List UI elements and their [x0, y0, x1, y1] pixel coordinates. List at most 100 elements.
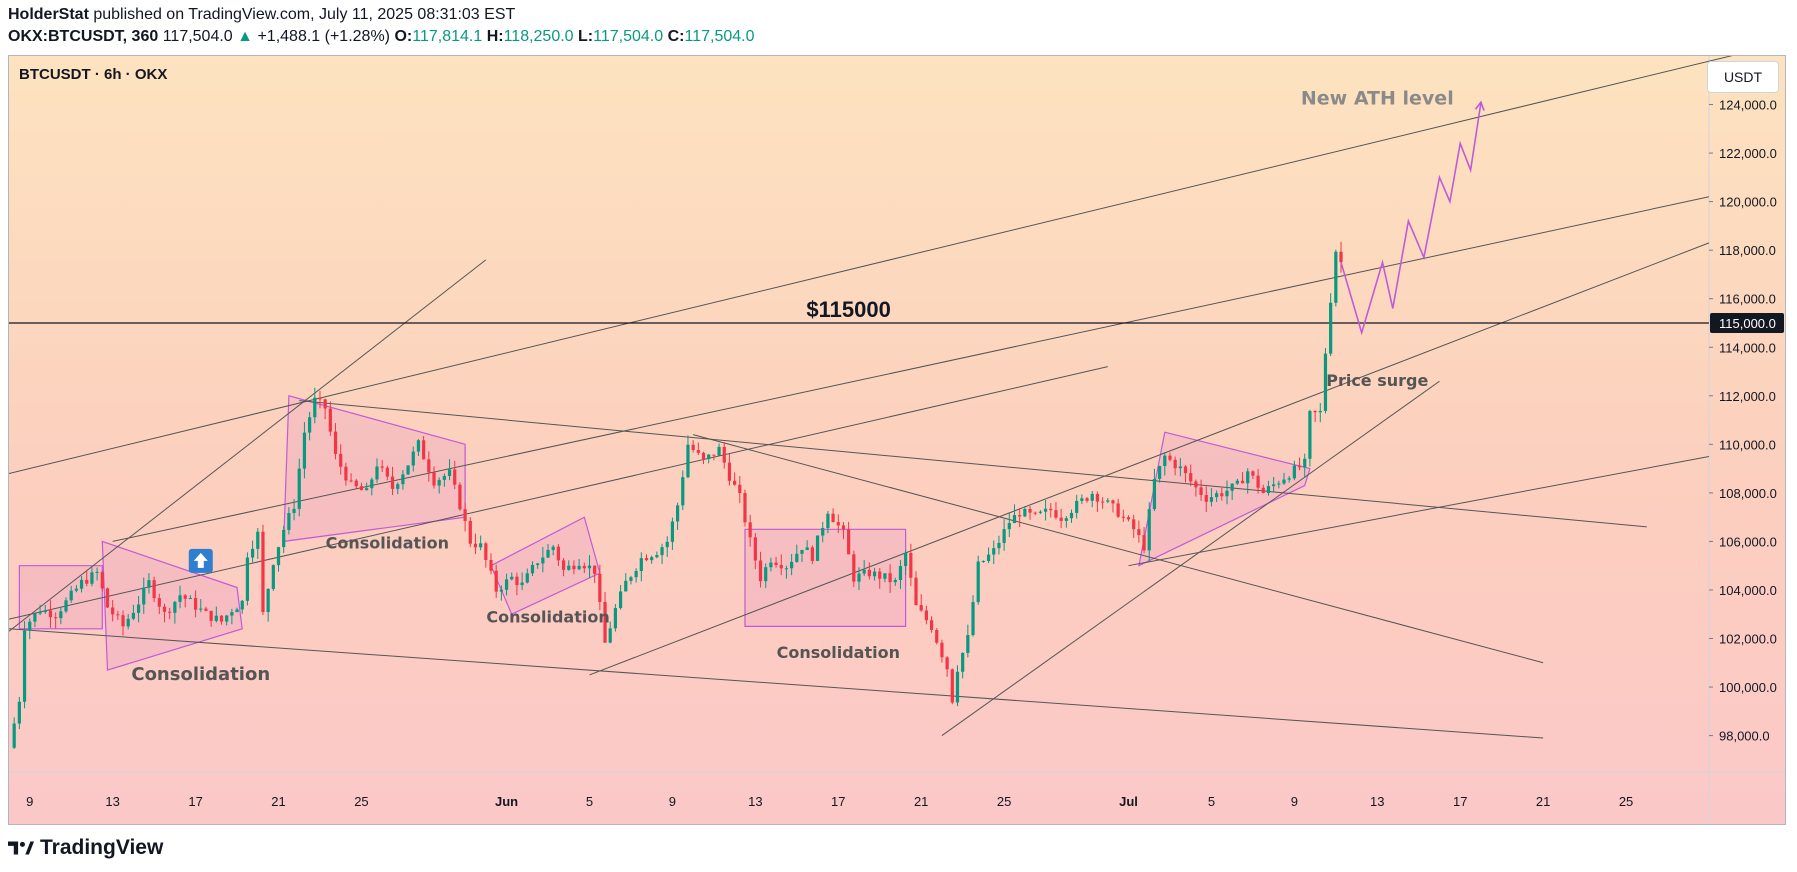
candle-body	[618, 591, 623, 609]
candle-body	[1313, 410, 1317, 413]
footer-brand[interactable]: TradingView	[8, 836, 163, 860]
x-tick-label: 17	[831, 794, 845, 809]
candle-body	[38, 612, 42, 614]
candle-body	[437, 479, 441, 486]
current-price-label: 115,000.0	[1719, 316, 1776, 331]
candle-body	[1225, 490, 1229, 497]
candle-body	[1209, 497, 1214, 502]
candle-body	[380, 466, 384, 468]
y-tick-label: 120,000.0	[1719, 195, 1777, 210]
candle-body	[1204, 494, 1208, 502]
candle-body	[162, 606, 167, 612]
chart-panel[interactable]: 98,000.0 100,000.0 102,000.0 104,000.0 106,0…	[8, 55, 1786, 825]
chart-legend[interactable]: BTCUSDT · 6h · OKX	[19, 66, 168, 83]
candle-body	[333, 431, 338, 454]
candle-body	[1095, 493, 1100, 502]
candle-body	[1266, 486, 1271, 494]
candle-body	[22, 630, 27, 702]
candle-body	[1261, 487, 1265, 494]
candle-body	[655, 555, 659, 558]
candle-body	[624, 580, 628, 592]
price-chart[interactable]: 98,000.0 100,000.0 102,000.0 104,000.0 106,0…	[9, 56, 1786, 825]
consolidation-zone	[101, 540, 243, 671]
y-tick-label: 112,000.0	[1719, 389, 1776, 404]
currency-button[interactable]: USDT	[1707, 61, 1779, 93]
last-price: 117,504.0	[162, 28, 233, 45]
candle-body	[1272, 484, 1276, 487]
candle-body	[1090, 493, 1094, 501]
y-tick-label: 124,000.0	[1719, 98, 1777, 113]
candle-body	[219, 615, 224, 622]
publish-info: HolderStat published on TradingView.com,…	[8, 6, 515, 24]
candle-body	[463, 509, 467, 521]
candle-body	[893, 580, 897, 583]
candle-body	[898, 566, 903, 581]
candle-body	[1246, 471, 1250, 484]
candle-body	[313, 397, 317, 418]
candle-body	[484, 543, 488, 560]
x-tick-label: 17	[188, 794, 202, 809]
symbol-label: OKX:BTCUSDT, 360	[8, 28, 159, 45]
candle-body	[790, 561, 794, 569]
candle-body	[287, 513, 291, 530]
change-arrow-icon: ▲	[237, 28, 253, 45]
candle-body	[986, 554, 991, 562]
candle-body	[1308, 410, 1312, 459]
candle-body	[271, 565, 275, 589]
tradingview-logo-icon	[8, 841, 34, 855]
y-tick-label: 102,000.0	[1719, 632, 1777, 647]
candle-body	[349, 480, 353, 482]
candle-body	[136, 604, 141, 613]
candle-body	[28, 621, 32, 631]
candle-body	[935, 629, 939, 643]
candle-body	[1297, 465, 1302, 468]
candle-body	[644, 558, 649, 561]
author-name[interactable]: HolderStat	[8, 6, 89, 23]
brand-name: TradingView	[40, 836, 164, 859]
candle-body	[142, 587, 146, 605]
candle-body	[1064, 518, 1068, 521]
candle-body	[230, 612, 234, 616]
candle-body	[805, 547, 809, 551]
candle-body	[90, 572, 94, 584]
candle-body	[494, 570, 498, 592]
candle-body	[603, 601, 607, 643]
candle-body	[147, 580, 151, 588]
candle-body	[458, 484, 462, 510]
high-label: H:	[486, 28, 504, 45]
candle-body	[1323, 353, 1328, 411]
candle-body	[64, 600, 68, 612]
candle-body	[748, 522, 752, 538]
open-value: 117,814.1	[412, 28, 483, 45]
x-tick-label: 13	[748, 794, 762, 809]
candle-body	[712, 454, 716, 456]
x-tick-label: Jul	[1119, 794, 1138, 809]
candle-body	[121, 615, 125, 627]
candle-body	[111, 607, 115, 615]
candle-body	[883, 573, 887, 579]
candle-body	[266, 588, 270, 613]
candle-body	[572, 565, 576, 570]
candle-body	[1069, 512, 1074, 519]
y-tick-label: 122,000.0	[1719, 146, 1777, 161]
candle-body	[447, 469, 452, 476]
candle-body	[235, 609, 239, 613]
candle-body	[1142, 535, 1146, 551]
candle-body	[370, 479, 374, 489]
candle-body	[396, 484, 400, 489]
candle-body	[660, 547, 664, 556]
candle-body	[867, 569, 871, 577]
y-tick-label: 108,000.0	[1719, 486, 1777, 501]
candle-body	[691, 444, 695, 451]
candle-body	[909, 552, 913, 578]
candle-body	[872, 571, 877, 577]
candle-body	[582, 565, 586, 569]
x-tick-label: 21	[271, 794, 285, 809]
candle-body	[940, 642, 944, 658]
candle-body	[764, 567, 768, 582]
candle-body	[831, 513, 835, 523]
candle-body	[468, 520, 472, 544]
candle-body	[85, 579, 89, 584]
y-tick-label: 106,000.0	[1719, 534, 1777, 549]
candle-body	[1220, 493, 1224, 497]
